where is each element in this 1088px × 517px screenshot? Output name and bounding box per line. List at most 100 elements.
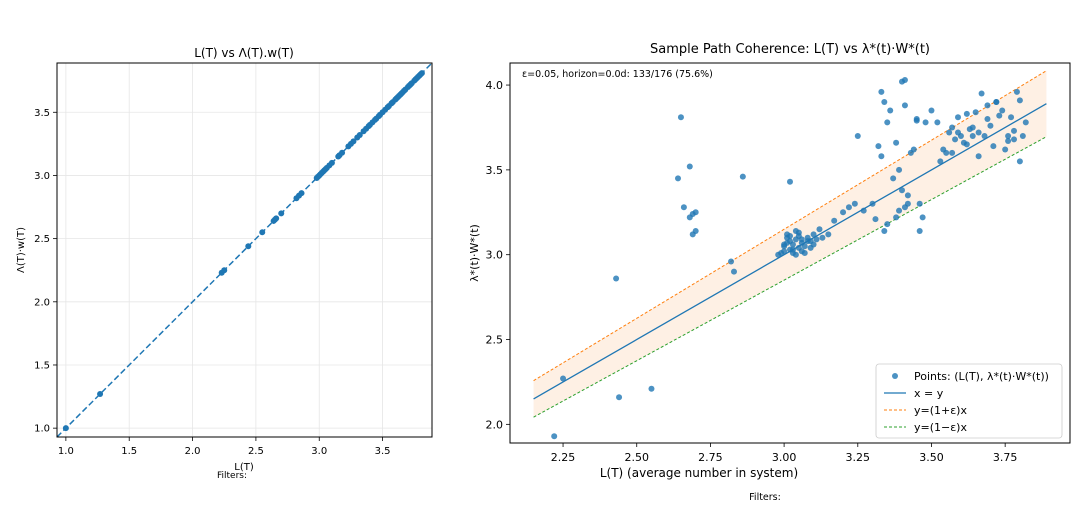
data-point xyxy=(692,227,699,234)
data-point xyxy=(731,268,737,275)
y-tick-label: 2.5 xyxy=(34,234,50,245)
data-point xyxy=(946,129,953,136)
data-point xyxy=(831,217,838,224)
data-point xyxy=(1008,114,1015,121)
data-point xyxy=(981,132,988,139)
data-point xyxy=(875,143,882,150)
chart-left-frame xyxy=(56,62,433,438)
data-point xyxy=(887,107,894,114)
chart-right-frame xyxy=(509,62,1071,444)
data-point xyxy=(869,200,876,207)
data-point xyxy=(1002,146,1009,153)
x-tick-label: 3.50 xyxy=(919,451,944,464)
data-point xyxy=(996,112,1003,119)
data-point xyxy=(781,241,788,248)
y-tick-label: 3.5 xyxy=(486,164,504,177)
data-point xyxy=(613,275,620,282)
data-point xyxy=(934,119,941,126)
chart-right-title: Sample Path Coherence: L(T) vs λ*(t)·W*(… xyxy=(650,42,930,57)
data-point xyxy=(1011,136,1017,143)
data-point xyxy=(969,132,976,139)
legend-upper-label: y=(1+ε)x xyxy=(914,404,967,417)
x-tick-label: 2.25 xyxy=(551,451,576,464)
data-point xyxy=(990,143,997,150)
data-point xyxy=(648,385,655,392)
data-point xyxy=(298,190,305,197)
data-point xyxy=(816,226,823,233)
chart-left-y-label: Λ(T)·w(T) xyxy=(16,227,27,273)
data-point xyxy=(273,215,280,222)
x-tick-label: 2.5 xyxy=(248,446,264,457)
data-point xyxy=(825,231,832,238)
data-point xyxy=(987,122,994,129)
y-tick-label: 3.0 xyxy=(486,249,504,262)
data-point xyxy=(1016,158,1023,165)
data-point xyxy=(949,124,956,131)
data-point xyxy=(910,146,917,153)
data-point xyxy=(984,102,991,109)
data-point xyxy=(937,158,944,165)
chart-left-title: L(T) vs Λ(T).w(T) xyxy=(194,46,294,60)
data-point xyxy=(896,207,903,214)
x-tick-label: 1.5 xyxy=(121,446,137,457)
data-point xyxy=(789,241,796,248)
data-point xyxy=(680,204,687,211)
data-point xyxy=(896,166,903,173)
data-point xyxy=(328,159,335,166)
chart-right-annotation: ε=0.05, horizon=0.0d: 133/176 (75.6%) xyxy=(522,69,713,80)
x-tick-label: 2.75 xyxy=(698,451,723,464)
y-tick-label: 2.0 xyxy=(486,418,504,431)
chart-left-filters: Filters: xyxy=(217,471,247,481)
data-point xyxy=(916,227,923,234)
chart-right-filters: Filters: xyxy=(749,492,781,503)
chart-left: 1.0 1.5 2.0 2.5 3.0 3.5 1.0 1.5 2.0 2.5 3.0 3.5 L(… xyxy=(16,46,433,481)
data-point xyxy=(1011,127,1017,134)
data-point xyxy=(999,107,1006,114)
data-point xyxy=(884,119,891,126)
x-tick-label: 2.0 xyxy=(185,446,201,457)
data-point xyxy=(899,187,905,194)
y-tick-label: 1.5 xyxy=(34,360,50,371)
x-tick-label: 3.25 xyxy=(846,451,871,464)
data-point xyxy=(551,433,558,440)
chart-right-y-ticks: 2.0 2.5 3.0 3.5 4.0 xyxy=(486,79,510,431)
data-point xyxy=(819,234,826,241)
x-tick-label: 3.75 xyxy=(993,451,1018,464)
data-point xyxy=(913,115,920,122)
data-point xyxy=(854,132,861,139)
data-point xyxy=(792,227,799,234)
data-point xyxy=(972,109,979,116)
data-point xyxy=(878,88,885,95)
data-point xyxy=(955,114,961,121)
data-point xyxy=(851,200,858,207)
data-point xyxy=(1013,88,1020,95)
x-tick-label: 3.0 xyxy=(311,446,327,457)
data-point xyxy=(787,178,793,185)
chart-left-x-label: L(T) xyxy=(234,462,254,473)
data-point xyxy=(872,216,879,223)
legend-points-marker xyxy=(892,373,898,379)
data-point xyxy=(801,250,808,256)
data-point xyxy=(675,175,681,182)
data-point xyxy=(881,227,888,234)
data-point xyxy=(728,258,735,265)
data-point xyxy=(356,132,363,139)
data-point xyxy=(952,136,959,143)
chart-right-legend: Points: (L(T), λ*(t)·W*(t)) x = y y=(1+ε… xyxy=(875,363,1063,439)
data-point xyxy=(739,173,746,180)
lower-bound-line xyxy=(533,136,1047,418)
y-tick-label: 2.0 xyxy=(34,297,50,308)
chart-right: 2.25 2.50 2.75 3.00 3.25 3.50 3.75 2.0 2.5 3.0 3.… xyxy=(468,42,1071,503)
data-point xyxy=(692,209,699,216)
data-point xyxy=(781,248,788,255)
data-point xyxy=(890,175,897,182)
y-tick-label: 3.5 xyxy=(34,108,50,119)
x-tick-label: 2.50 xyxy=(624,451,649,464)
data-point xyxy=(884,221,891,228)
data-point xyxy=(792,251,799,258)
data-point xyxy=(922,119,929,126)
chart-right-y-label: λ*(t)·W*(t) xyxy=(468,224,481,282)
data-point xyxy=(881,99,888,106)
chart-right-x-label: L(T) (average number in system) xyxy=(600,466,798,480)
